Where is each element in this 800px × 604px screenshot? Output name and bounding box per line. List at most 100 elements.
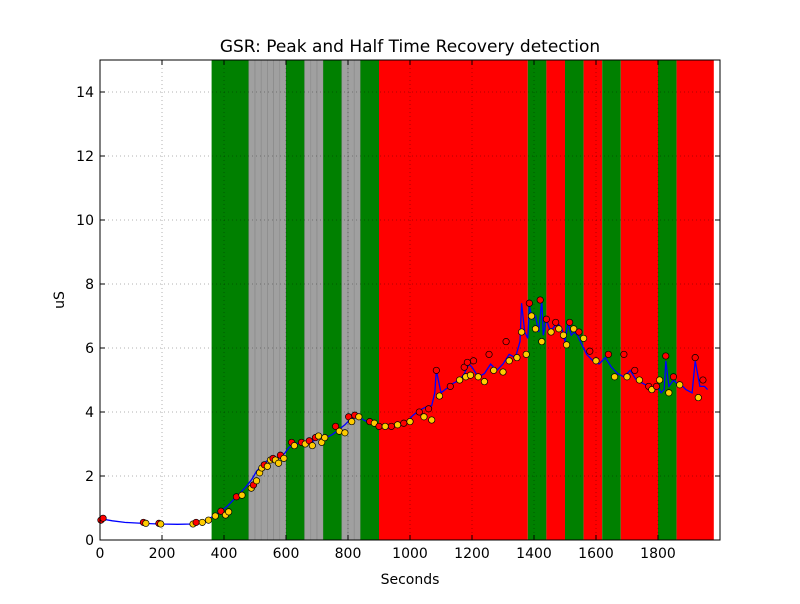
y-axis-label: uS (52, 291, 68, 309)
peak-marker (621, 351, 627, 357)
peak-marker (543, 316, 549, 322)
recovery-marker (563, 342, 569, 348)
recovery-marker (205, 517, 211, 523)
recovery-marker (677, 382, 683, 388)
recovery-marker (456, 377, 462, 383)
recovery-marker (514, 354, 520, 360)
band (565, 60, 584, 540)
recovery-marker (264, 463, 270, 469)
peak-marker (605, 351, 611, 357)
peak-marker (464, 359, 470, 365)
peak-marker (447, 383, 453, 389)
band (249, 60, 255, 540)
recovery-marker (342, 430, 348, 436)
recovery-marker (199, 519, 205, 525)
peak-marker (433, 367, 439, 373)
peak-marker (700, 377, 706, 383)
x-tick-label: 200 (149, 546, 176, 562)
band (212, 60, 249, 540)
recovery-marker (315, 433, 321, 439)
peak-marker (670, 374, 676, 380)
recovery-marker (556, 326, 562, 332)
recovery-marker (281, 455, 287, 461)
x-tick-label: 0 (96, 546, 105, 562)
recovery-marker (593, 358, 599, 364)
recovery-marker (624, 374, 630, 380)
band (379, 60, 528, 540)
band (602, 60, 621, 540)
recovery-marker (539, 338, 545, 344)
recovery-marker (421, 414, 427, 420)
band (360, 60, 379, 540)
y-tick-label: 12 (76, 149, 94, 165)
band (280, 60, 286, 540)
recovery-marker (158, 521, 164, 527)
recovery-marker (548, 329, 554, 335)
recovery-marker (309, 442, 315, 448)
y-tick-label: 6 (85, 341, 94, 357)
recovery-marker (666, 390, 672, 396)
band (274, 60, 280, 540)
peak-marker (526, 300, 532, 306)
recovery-marker (356, 414, 362, 420)
recovery-marker (382, 423, 388, 429)
peak-marker (193, 519, 199, 525)
x-axis-label: Seconds (381, 572, 440, 588)
band (354, 60, 360, 540)
recovery-marker (491, 367, 497, 373)
recovery-marker (532, 326, 538, 332)
x-tick-label: 1600 (578, 546, 614, 562)
peak-marker (553, 319, 559, 325)
peak-marker (653, 383, 659, 389)
x-tick-label: 800 (335, 546, 362, 562)
band (305, 60, 311, 540)
recovery-bands (212, 60, 714, 540)
recovery-marker (695, 394, 701, 400)
recovery-marker (475, 374, 481, 380)
recovery-marker (580, 335, 586, 341)
peak-marker (100, 515, 106, 521)
x-tick-label: 1000 (392, 546, 428, 562)
recovery-marker (560, 332, 566, 338)
peak-marker (470, 358, 476, 364)
band (584, 60, 603, 540)
recovery-marker (253, 478, 259, 484)
peak-marker (537, 297, 543, 303)
recovery-marker (239, 492, 245, 498)
y-tick-label: 10 (76, 213, 94, 229)
x-tick-label: 400 (211, 546, 238, 562)
band (342, 60, 348, 540)
recovery-marker (275, 460, 281, 466)
peak-marker (692, 354, 698, 360)
recovery-marker (429, 417, 435, 423)
peak-marker (425, 406, 431, 412)
band (286, 60, 305, 540)
recovery-marker (467, 372, 473, 378)
recovery-marker (212, 513, 218, 519)
recovery-marker (506, 358, 512, 364)
recovery-marker (523, 351, 529, 357)
band (317, 60, 323, 540)
recovery-marker (349, 418, 355, 424)
recovery-marker (436, 393, 442, 399)
recovery-marker (291, 442, 297, 448)
recovery-marker (518, 329, 524, 335)
peak-marker (376, 423, 382, 429)
y-tick-label: 14 (76, 85, 94, 101)
chart-title: GSR: Peak and Half Time Recovery detecti… (220, 37, 600, 57)
peak-marker (388, 423, 394, 429)
y-tick-label: 2 (85, 469, 94, 485)
recovery-marker (407, 418, 413, 424)
band (311, 60, 317, 540)
y-tick-label: 0 (85, 533, 94, 549)
peak-marker (486, 351, 492, 357)
recovery-marker (481, 378, 487, 384)
peak-marker (566, 319, 572, 325)
peak-marker (663, 353, 669, 359)
recovery-marker (143, 520, 149, 526)
recovery-marker (322, 434, 328, 440)
band (348, 60, 354, 540)
y-tick-label: 8 (85, 277, 94, 293)
x-tick-label: 600 (273, 546, 300, 562)
